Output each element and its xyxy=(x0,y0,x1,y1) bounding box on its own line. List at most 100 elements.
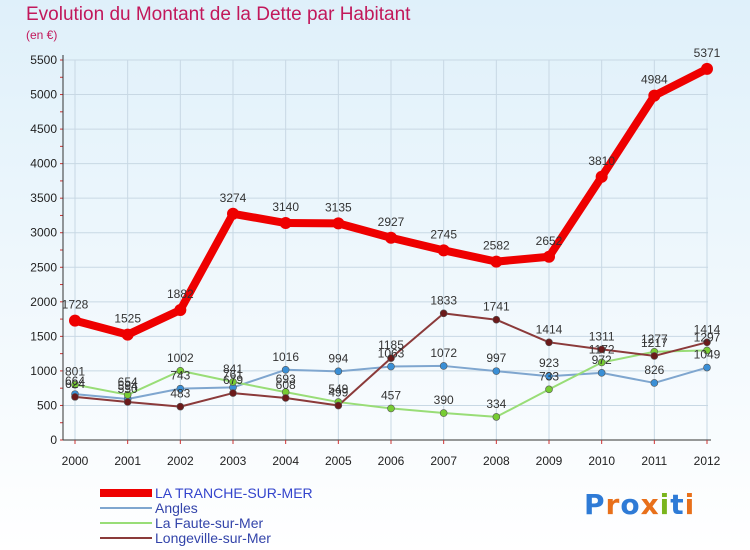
x-tick-label: 2000 xyxy=(62,454,89,468)
data-point-0 xyxy=(648,89,661,102)
data-label: 1063 xyxy=(378,347,405,361)
data-point-3 xyxy=(387,354,395,362)
data-label: 594 xyxy=(118,379,138,393)
legend-label: Angles xyxy=(155,499,198,516)
data-label: 1002 xyxy=(167,351,194,365)
data-label: 654 xyxy=(118,375,138,389)
data-label: 3135 xyxy=(325,200,352,214)
y-tick-label: 3000 xyxy=(30,226,57,240)
chart-title: Evolution du Montant de la Dette par Hab… xyxy=(26,4,411,25)
data-point-2 xyxy=(229,378,237,386)
data-label: 3810 xyxy=(588,154,615,168)
y-tick-label: 5500 xyxy=(30,53,57,67)
data-point-0 xyxy=(279,217,292,230)
y-tick-label: 4500 xyxy=(30,122,57,136)
data-label: 1185 xyxy=(378,338,404,352)
data-point-0 xyxy=(121,328,134,341)
data-point-3 xyxy=(176,402,185,411)
y-tick-label: 1000 xyxy=(30,364,57,378)
data-label: 550 xyxy=(118,382,138,396)
data-label: 5371 xyxy=(694,46,721,60)
data-point-1 xyxy=(334,367,343,376)
x-tick-label: 2001 xyxy=(114,454,141,468)
data-label: 2745 xyxy=(430,227,457,241)
data-label: 608 xyxy=(276,378,296,392)
data-point-3 xyxy=(71,393,79,401)
data-label: 3274 xyxy=(220,191,247,205)
data-point-3 xyxy=(334,401,343,410)
x-tick-label: 2007 xyxy=(430,454,457,468)
data-point-0 xyxy=(174,303,187,316)
data-point-2 xyxy=(387,404,395,413)
legend-swatch xyxy=(100,536,152,539)
data-label: 624 xyxy=(65,377,85,391)
chart-subtitle: (en €) xyxy=(26,28,58,42)
x-tick-label: 2012 xyxy=(694,454,721,468)
data-label: 1414 xyxy=(694,322,721,336)
y-tick-label: 500 xyxy=(37,398,57,412)
legend-item: La Faute-sur-Mer xyxy=(100,514,313,531)
data-point-3 xyxy=(123,398,132,406)
data-label: 972 xyxy=(592,353,612,367)
data-label: 997 xyxy=(486,351,506,365)
data-point-2 xyxy=(703,346,711,355)
data-label: 841 xyxy=(223,362,243,376)
data-label: 2652 xyxy=(536,234,563,248)
data-point-3 xyxy=(229,389,237,397)
data-point-1 xyxy=(281,366,290,374)
data-point-1 xyxy=(439,362,448,370)
logo-letter: P xyxy=(584,488,606,521)
x-tick-label: 2010 xyxy=(588,454,615,468)
x-tick-label: 2003 xyxy=(220,454,247,468)
y-tick-label: 5000 xyxy=(30,88,57,102)
legend-item: LA TRANCHE-SUR-MER xyxy=(100,485,313,501)
data-label: 1049 xyxy=(694,348,721,362)
data-label: 679 xyxy=(223,373,243,387)
data-label: 499 xyxy=(328,386,348,400)
logo-letter: t xyxy=(670,488,685,521)
data-label: 390 xyxy=(434,393,454,407)
data-label: 664 xyxy=(65,374,85,388)
legend-item: Longeville-sur-Mer xyxy=(100,529,313,546)
data-point-0 xyxy=(595,170,608,183)
data-label: 826 xyxy=(644,363,664,377)
data-point-2 xyxy=(597,358,606,367)
legend-swatch xyxy=(100,506,152,509)
data-label: 801 xyxy=(65,365,85,379)
data-point-3 xyxy=(703,338,711,347)
x-tick-label: 2005 xyxy=(325,454,352,468)
data-point-3 xyxy=(650,352,659,360)
data-point-1 xyxy=(597,369,606,377)
data-label: 1728 xyxy=(62,298,89,312)
data-point-1 xyxy=(492,367,501,375)
data-label: 483 xyxy=(170,387,190,401)
data-point-0 xyxy=(490,255,503,268)
x-tick-label: 2002 xyxy=(167,454,194,468)
y-tick-label: 3500 xyxy=(30,191,57,205)
logo-letter: i xyxy=(684,488,696,521)
y-tick-label: 2500 xyxy=(30,260,57,274)
data-label: 1277 xyxy=(641,332,668,346)
data-label: 4984 xyxy=(641,73,668,87)
data-point-2 xyxy=(492,413,501,421)
x-tick-label: 2009 xyxy=(536,454,563,468)
data-label: 1311 xyxy=(589,329,615,343)
data-point-2 xyxy=(439,409,448,417)
data-point-0 xyxy=(385,231,397,244)
legend-label: La Faute-sur-Mer xyxy=(155,514,264,531)
logo-letter: i xyxy=(659,488,671,521)
y-tick-label: 0 xyxy=(50,433,57,447)
data-point-3 xyxy=(597,345,606,354)
x-tick-label: 2011 xyxy=(641,454,667,468)
data-point-1 xyxy=(650,379,659,387)
chart-legend: LA TRANCHE-SUR-MER Angles La Faute-sur-Mer… xyxy=(100,485,313,546)
data-label: 923 xyxy=(539,356,559,370)
legend-swatch xyxy=(100,521,152,524)
legend-item: Angles xyxy=(100,499,313,516)
data-point-0 xyxy=(227,207,239,220)
data-label: 1833 xyxy=(430,293,457,307)
legend-label: Longeville-sur-Mer xyxy=(155,529,271,546)
data-label: 549 xyxy=(328,382,348,396)
